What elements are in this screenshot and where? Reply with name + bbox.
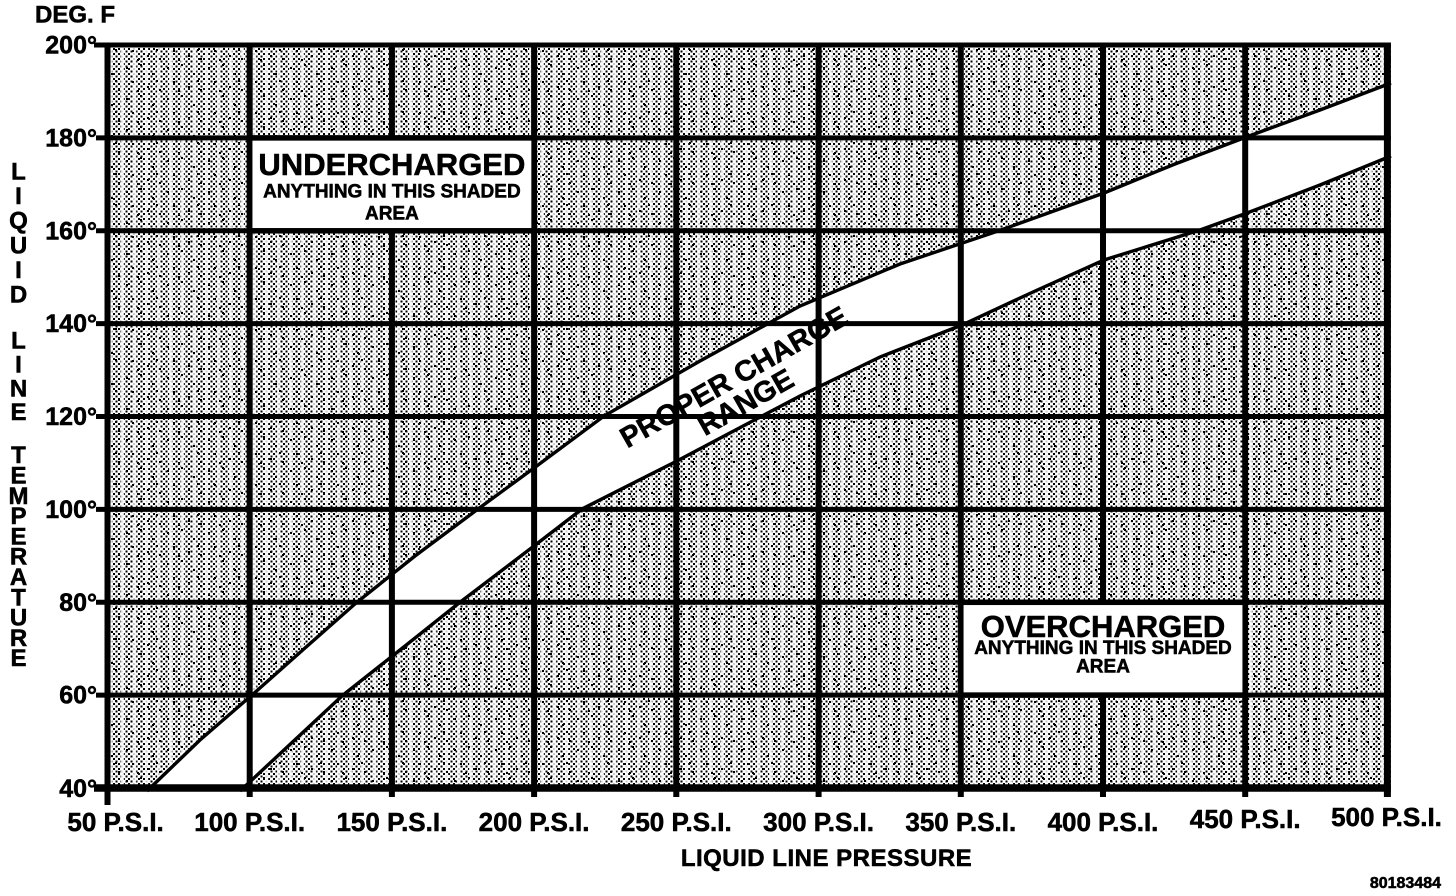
svg-text:60°: 60° bbox=[59, 682, 97, 710]
svg-text:350 P.S.I.: 350 P.S.I. bbox=[905, 807, 1016, 837]
svg-text:E: E bbox=[10, 645, 26, 672]
svg-text:I: I bbox=[15, 351, 22, 378]
svg-text:250 P.S.I.: 250 P.S.I. bbox=[621, 807, 732, 837]
svg-text:M: M bbox=[9, 483, 29, 510]
svg-text:R: R bbox=[10, 544, 27, 571]
svg-text:T: T bbox=[11, 442, 26, 469]
svg-text:150 P.S.I.: 150 P.S.I. bbox=[336, 807, 447, 837]
svg-text:Q: Q bbox=[9, 208, 28, 235]
svg-text:D: D bbox=[10, 282, 27, 309]
svg-text:LIQUID LINE PRESSURE: LIQUID LINE PRESSURE bbox=[681, 845, 972, 872]
svg-text:UNDERCHARGED: UNDERCHARGED bbox=[258, 147, 525, 182]
svg-text:L: L bbox=[11, 159, 26, 186]
svg-text:E: E bbox=[10, 399, 26, 426]
svg-text:AREA: AREA bbox=[365, 204, 419, 225]
svg-text:80183484: 80183484 bbox=[1370, 875, 1441, 892]
svg-text:ANYTHING IN THIS SHADED: ANYTHING IN THIS SHADED bbox=[974, 638, 1232, 659]
svg-text:500 P.S.I.: 500 P.S.I. bbox=[1331, 802, 1442, 832]
svg-text:T: T bbox=[11, 584, 26, 611]
svg-text:I: I bbox=[15, 257, 22, 284]
svg-text:180°: 180° bbox=[45, 124, 97, 152]
svg-text:A: A bbox=[10, 564, 27, 591]
svg-text:L: L bbox=[11, 328, 26, 355]
svg-text:450 P.S.I.: 450 P.S.I. bbox=[1190, 804, 1301, 834]
svg-text:E: E bbox=[10, 523, 26, 550]
svg-text:200°: 200° bbox=[45, 32, 97, 60]
svg-text:AREA: AREA bbox=[1076, 657, 1130, 678]
svg-text:OVERCHARGED: OVERCHARGED bbox=[981, 609, 1226, 644]
svg-text:50 P.S.I.: 50 P.S.I. bbox=[67, 807, 163, 837]
svg-text:40°: 40° bbox=[59, 775, 97, 803]
svg-text:300 P.S.I.: 300 P.S.I. bbox=[763, 807, 874, 837]
svg-text:P: P bbox=[10, 503, 26, 530]
svg-text:U: U bbox=[10, 232, 27, 259]
svg-text:ANYTHING IN THIS SHADED: ANYTHING IN THIS SHADED bbox=[263, 182, 521, 203]
svg-text:E: E bbox=[10, 463, 26, 490]
svg-text:200 P.S.I.: 200 P.S.I. bbox=[479, 807, 590, 837]
svg-text:140°: 140° bbox=[45, 310, 97, 338]
svg-text:U: U bbox=[10, 605, 27, 632]
svg-text:R: R bbox=[10, 625, 27, 652]
svg-text:DEG. F: DEG. F bbox=[35, 2, 115, 29]
svg-text:100 P.S.I.: 100 P.S.I. bbox=[194, 807, 305, 837]
svg-text:160°: 160° bbox=[45, 217, 97, 245]
svg-text:I: I bbox=[15, 183, 22, 210]
svg-text:N: N bbox=[10, 375, 27, 402]
svg-text:80°: 80° bbox=[59, 589, 97, 617]
svg-text:400 P.S.I.: 400 P.S.I. bbox=[1048, 807, 1159, 837]
svg-text:120°: 120° bbox=[45, 403, 97, 431]
svg-text:100°: 100° bbox=[45, 496, 97, 524]
